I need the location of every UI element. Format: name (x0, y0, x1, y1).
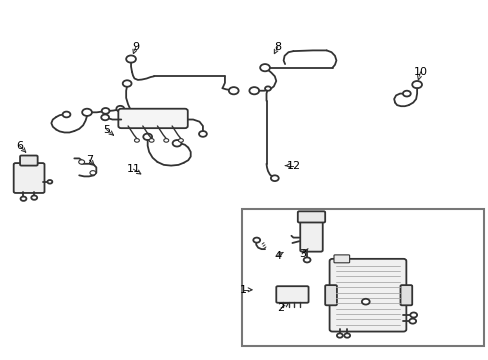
Circle shape (126, 55, 136, 63)
Circle shape (102, 108, 109, 114)
Circle shape (228, 87, 238, 94)
Circle shape (199, 131, 206, 137)
Circle shape (134, 139, 139, 142)
Circle shape (122, 80, 131, 87)
Text: 5: 5 (103, 125, 110, 135)
Circle shape (62, 112, 70, 117)
Circle shape (249, 87, 259, 94)
Circle shape (336, 333, 342, 338)
FancyBboxPatch shape (297, 211, 325, 222)
Text: 11: 11 (126, 164, 140, 174)
FancyBboxPatch shape (14, 163, 44, 193)
Circle shape (82, 109, 92, 116)
Text: 10: 10 (413, 67, 427, 77)
FancyBboxPatch shape (400, 285, 411, 305)
Circle shape (253, 238, 260, 243)
Circle shape (20, 197, 26, 201)
Circle shape (344, 333, 349, 338)
FancyBboxPatch shape (325, 285, 336, 305)
Circle shape (264, 86, 270, 91)
Text: 2: 2 (277, 303, 284, 313)
Circle shape (178, 139, 183, 142)
FancyBboxPatch shape (276, 286, 308, 303)
Circle shape (47, 180, 52, 184)
Circle shape (303, 257, 310, 262)
Circle shape (411, 81, 421, 88)
Circle shape (260, 64, 269, 71)
Circle shape (163, 139, 168, 142)
Circle shape (116, 106, 124, 112)
FancyBboxPatch shape (118, 109, 187, 128)
Text: 12: 12 (286, 161, 300, 171)
Circle shape (143, 134, 152, 140)
Circle shape (31, 195, 37, 200)
Circle shape (90, 171, 96, 175)
FancyBboxPatch shape (300, 220, 322, 252)
Text: 4: 4 (274, 251, 281, 261)
Circle shape (101, 114, 109, 120)
FancyBboxPatch shape (20, 156, 38, 166)
Text: 6: 6 (16, 141, 23, 151)
FancyBboxPatch shape (329, 259, 406, 332)
Circle shape (361, 299, 369, 305)
Circle shape (79, 160, 84, 164)
Text: 7: 7 (86, 155, 93, 165)
Circle shape (172, 140, 181, 147)
Circle shape (408, 319, 415, 324)
Circle shape (149, 139, 154, 142)
Bar (242, 209, 483, 346)
Circle shape (402, 91, 410, 96)
Text: 3: 3 (298, 249, 305, 259)
Text: 8: 8 (274, 42, 281, 52)
Text: 9: 9 (132, 42, 139, 52)
Circle shape (270, 175, 278, 181)
Text: 1: 1 (240, 285, 246, 295)
Circle shape (409, 312, 416, 318)
FancyBboxPatch shape (333, 255, 349, 263)
